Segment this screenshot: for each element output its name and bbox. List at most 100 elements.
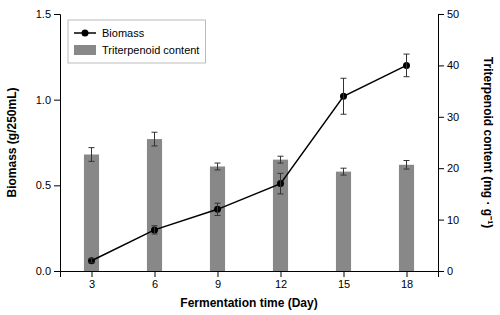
y2-axis-tick-mark (438, 220, 444, 221)
x-axis: 3 6 9 12 15 18 (61, 271, 439, 290)
error-bar-cap (404, 160, 410, 161)
error-bar (278, 173, 284, 194)
bar (84, 154, 99, 271)
y2-axis: 0 10 20 30 40 50 (438, 8, 459, 277)
y2-axis-tick-label: 20 (447, 162, 459, 174)
error-bar-cap (341, 78, 347, 79)
y2-axis-tick: 10 (438, 214, 459, 226)
error-bar-cap (404, 54, 410, 55)
error-bar (152, 226, 158, 234)
error-bar-cap (341, 175, 347, 176)
error-bar-cap (404, 76, 410, 77)
error-bar-stem (406, 54, 407, 77)
error-bar-cap (152, 225, 158, 226)
y2-axis-title: Triterpenoid content (mg · g⁻¹) (481, 57, 495, 228)
y2-axis-tick-mark (438, 117, 444, 118)
legend-label: Biomass (102, 27, 145, 39)
y-axis-tick: 1.5 (36, 8, 60, 20)
y-axis-tick-label: 0.5 (36, 179, 51, 191)
marker (88, 257, 95, 264)
x-axis-tick: 15 (338, 271, 350, 290)
x-axis-tick-mark (92, 271, 93, 277)
error-bar-cap (89, 258, 95, 259)
error-bar-stem (91, 148, 92, 162)
error-bar-cap (152, 132, 158, 133)
y2-axis-line (439, 15, 445, 272)
x-axis-tick-label: 6 (152, 278, 158, 290)
x-axis-title: Fermentation time (Day) (180, 296, 317, 310)
chart-container: 3 6 9 12 15 18 0.0 0.5 1.0 1.5 0 10 20 30 40 50 Fermenta… (0, 0, 500, 315)
error-bar (341, 168, 347, 175)
x-axis-tick-mark (218, 271, 219, 277)
y-axis-line (54, 15, 61, 272)
x-axis-tick-label: 18 (401, 278, 413, 290)
x-axis-tick: 9 (215, 271, 221, 290)
x-axis-line (61, 272, 439, 278)
error-bar-stem (406, 160, 407, 169)
chart-svg: 3 6 9 12 15 18 0.0 0.5 1.0 1.5 0 10 20 30 40 50 Fermenta… (0, 0, 500, 315)
y-axis-tick-mark (54, 185, 60, 186)
y2-axis-tick: 0 (438, 265, 453, 277)
y2-axis-tick-mark (438, 14, 444, 15)
bar (210, 166, 225, 271)
x-axis-tick-label: 9 (215, 278, 221, 290)
y-axis-tick: 0.5 (36, 179, 60, 191)
y-axis-tick-mark (54, 100, 60, 101)
y2-axis-tick-label: 30 (447, 111, 459, 123)
y2-axis-tick-label: 40 (447, 59, 459, 71)
x-axis-tick-mark (281, 271, 282, 277)
legend-swatch (74, 45, 96, 55)
plot-area (84, 54, 414, 271)
error-bar (89, 148, 95, 162)
error-bar (341, 78, 347, 114)
x-axis-tick-label: 12 (275, 278, 287, 290)
legend-label: Triterpenoid content (102, 44, 199, 56)
legend-frame (68, 20, 205, 63)
y-axis-tick-label: 1.0 (36, 94, 51, 106)
line (92, 65, 407, 260)
error-bar (152, 132, 158, 146)
error-bar-cap (215, 163, 221, 164)
legend-marker (82, 30, 89, 37)
x-axis-tick-label: 3 (89, 278, 95, 290)
error-bar-stem (217, 163, 218, 170)
error-bar (89, 259, 95, 263)
error-bars (89, 54, 410, 263)
y-axis-title: Biomass (g/250mL) (5, 87, 19, 197)
error-bar-cap (215, 203, 221, 204)
y-axis-tick-label: 1.5 (36, 8, 51, 20)
x-axis-tick: 6 (152, 271, 158, 290)
series-line (88, 62, 410, 264)
bar (399, 165, 414, 271)
error-bar-cap (89, 262, 95, 263)
series-bar (84, 139, 414, 271)
error-bar-stem (217, 203, 218, 215)
y-axis: 0.0 0.5 1.0 1.5 (36, 8, 61, 277)
error-bar-cap (278, 156, 284, 157)
error-bar-cap (341, 114, 347, 115)
y2-axis-tick: 40 (438, 59, 459, 71)
x-axis-tick-label: 15 (338, 278, 350, 290)
error-bar (278, 156, 284, 163)
legend-item: Biomass (74, 27, 145, 39)
error-bar-stem (280, 173, 281, 194)
error-bar-cap (215, 169, 221, 170)
x-axis-tick-mark (344, 271, 345, 277)
error-bars (89, 132, 410, 175)
error-bar (404, 54, 410, 77)
legend-item: Triterpenoid content (74, 44, 199, 56)
error-bar-stem (280, 156, 281, 163)
error-bar-cap (341, 168, 347, 169)
y2-axis-tick: 50 (438, 8, 459, 20)
bar (147, 139, 162, 271)
error-bar (404, 160, 410, 169)
y-axis-tick-label: 0.0 (36, 265, 51, 277)
y-axis-tick: 1.0 (36, 94, 60, 106)
error-bar-stem (343, 78, 344, 114)
y2-axis-tick-mark (438, 168, 444, 169)
error-bar-cap (89, 161, 95, 162)
y2-axis-tick: 20 (438, 162, 459, 174)
y-axis-tick-mark (54, 271, 60, 272)
x-axis-tick: 18 (401, 271, 413, 290)
error-bar-cap (404, 169, 410, 170)
